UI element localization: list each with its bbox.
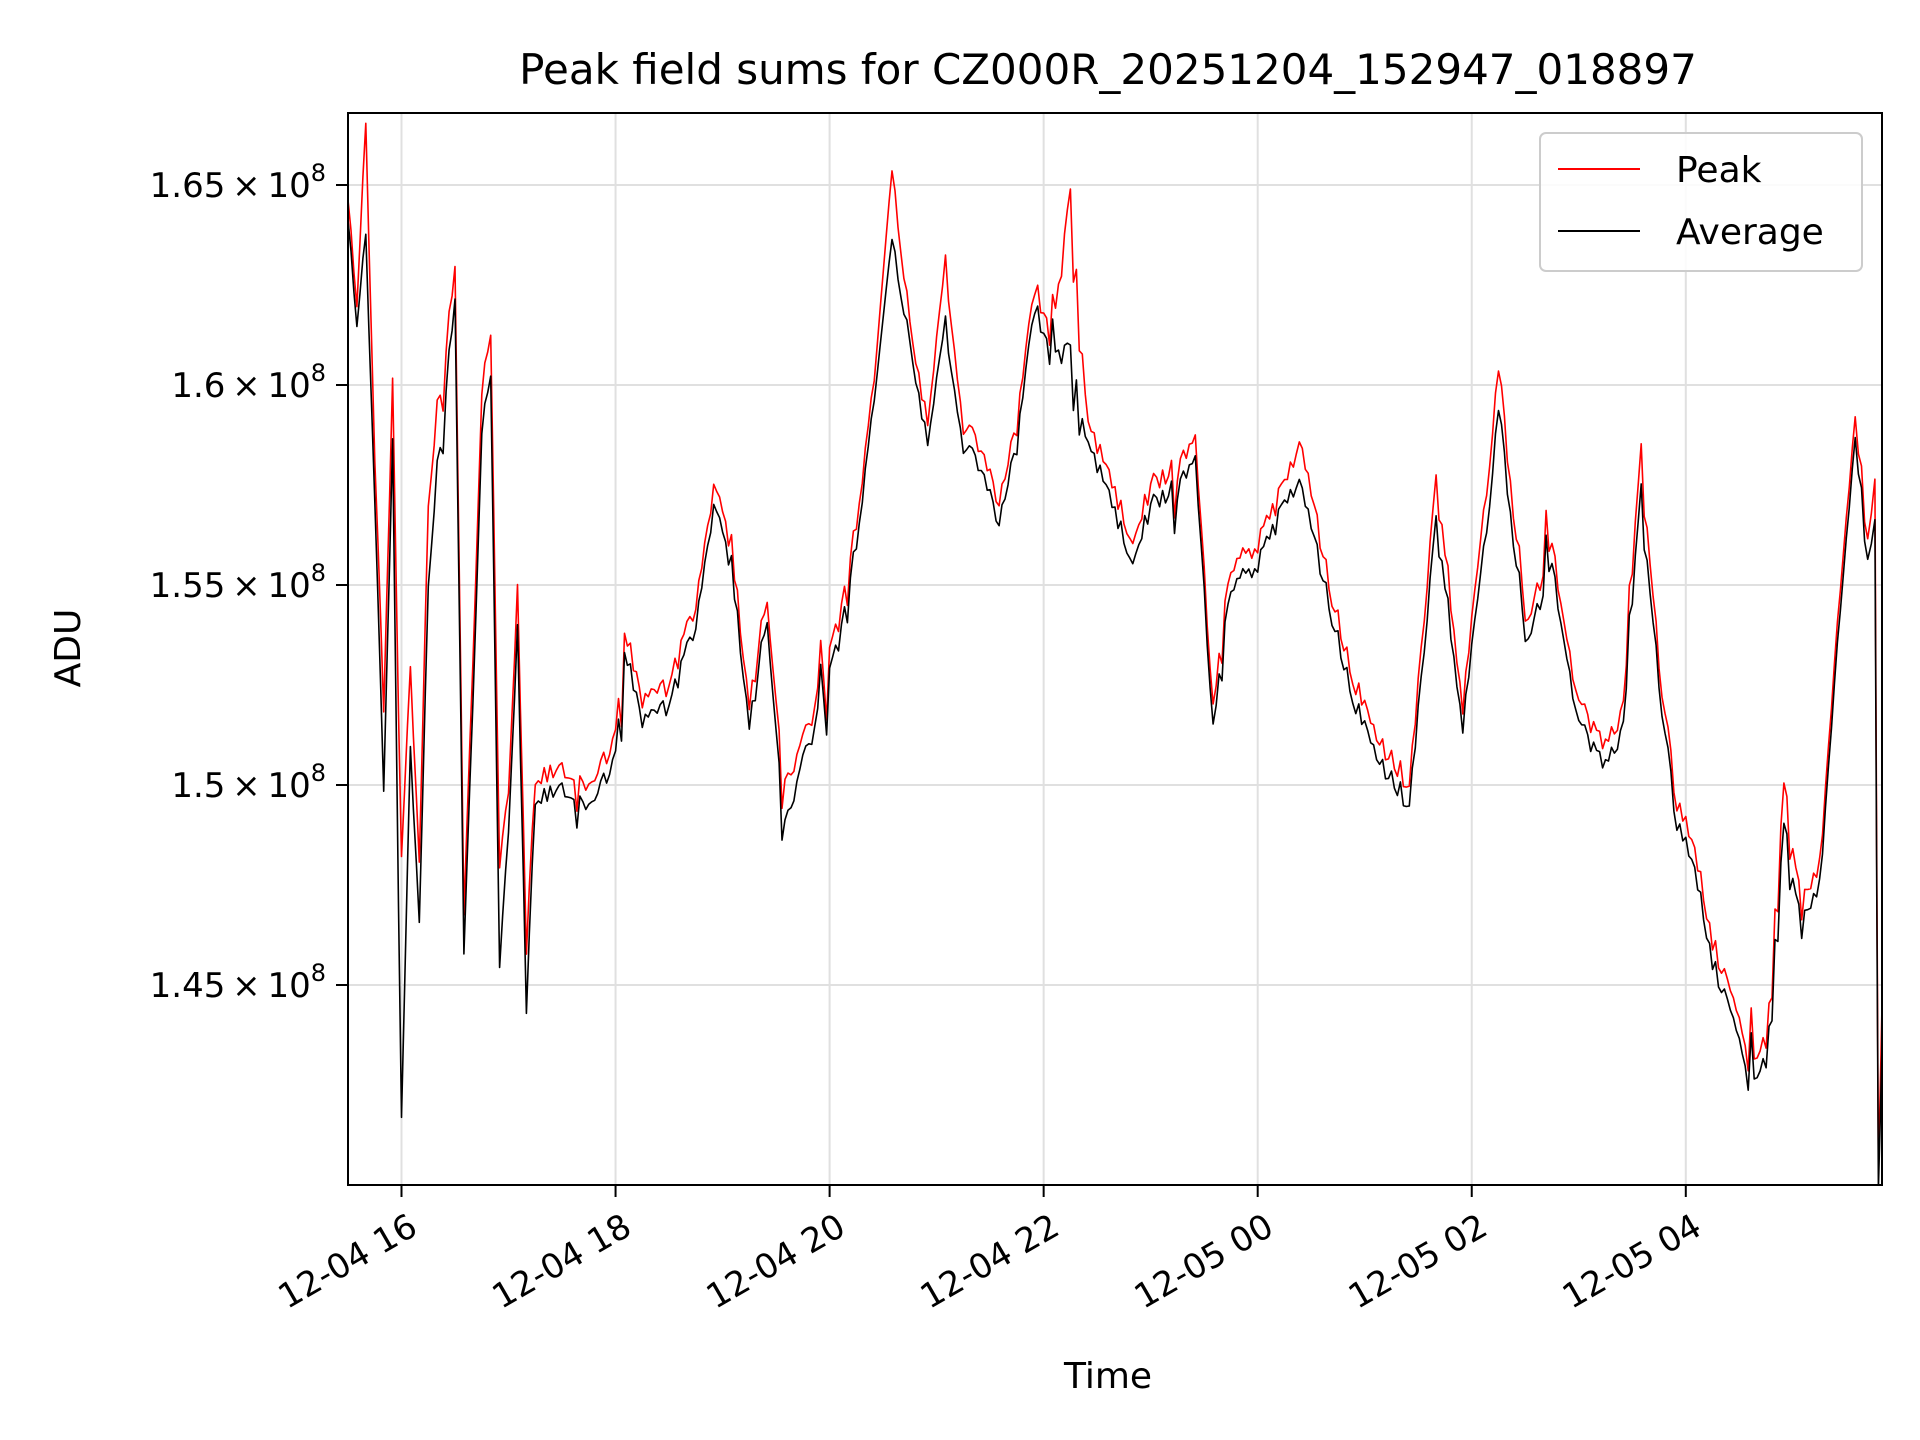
legend-label-peak: Peak: [1676, 150, 1762, 191]
y-axis-label: ADU: [48, 609, 89, 688]
series-line-average: [348, 220, 1882, 1185]
legend: Peak Average: [1539, 132, 1863, 272]
series-line-peak: [348, 122, 1882, 1170]
y-tick-label: 1.45 × 108: [150, 959, 326, 1006]
y-tick-label: 1.55 × 108: [150, 559, 326, 606]
y-axis: 1.45 × 108 1.5 × 108 1.55 × 108 1.6 × 108 1.…: [150, 159, 348, 1006]
y-tick-label: 1.6 × 108: [171, 359, 326, 406]
chart-title: Peak field sums for CZ000R_20251204_1529…: [519, 45, 1697, 94]
y-tick-label: 1.65 × 108: [150, 159, 326, 206]
y-tick-label: 1.5 × 108: [171, 759, 326, 806]
legend-label-average: Average: [1676, 212, 1824, 253]
legend-box: [1539, 132, 1863, 272]
plot-frame: [347, 112, 1883, 1186]
x-axis-label: Time: [1063, 1356, 1152, 1397]
plot-area: [348, 122, 1882, 1185]
